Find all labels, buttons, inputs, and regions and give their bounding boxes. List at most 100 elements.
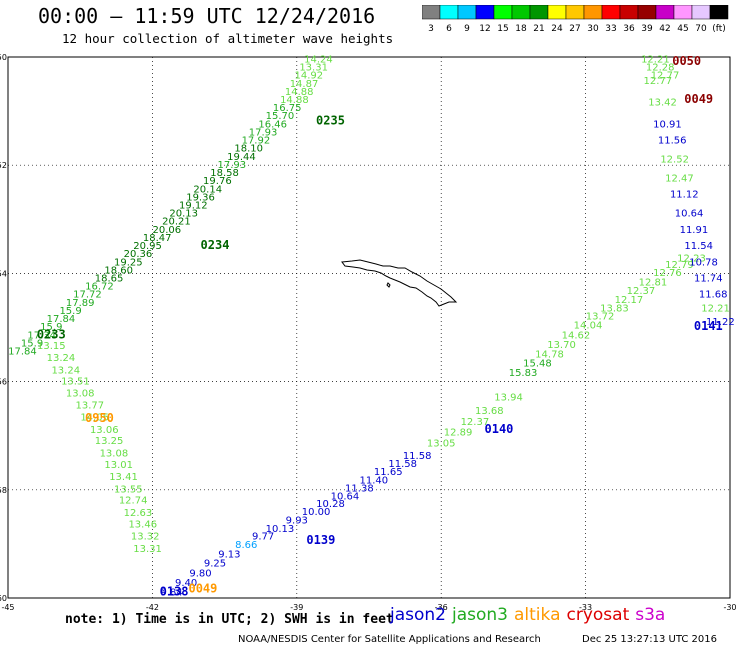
pass-time-label: 0138 bbox=[160, 584, 189, 598]
wave-height-value: 14.05 bbox=[80, 413, 109, 424]
color-scale-label: 3 bbox=[428, 24, 434, 34]
wave-height-value: 11.56 bbox=[658, 136, 687, 147]
legend-entry-cryosat: cryosat bbox=[566, 605, 630, 625]
wave-height-value: 12.74 bbox=[119, 495, 148, 506]
x-tick-label: -36 bbox=[435, 603, 448, 612]
color-scale-label: (ft) bbox=[712, 24, 726, 34]
pass-time-label: 0233 bbox=[37, 327, 66, 341]
wave-height-value: 12.63 bbox=[124, 508, 153, 519]
chart-subtitle: 12 hour collection of altimeter wave hei… bbox=[62, 31, 394, 46]
color-scale-label: 12 bbox=[479, 24, 490, 34]
wave-height-value: 17.84 bbox=[8, 347, 37, 358]
wave-height-value: 11.58 bbox=[403, 451, 432, 462]
wave-height-value: 13.42 bbox=[648, 98, 677, 109]
color-scale-label: 45 bbox=[677, 24, 688, 34]
color-scale-label: 27 bbox=[569, 24, 580, 34]
wave-height-value: 12.52 bbox=[660, 154, 689, 165]
wave-height-value: 13.32 bbox=[131, 532, 160, 543]
pass-time-label: 0049 bbox=[684, 92, 713, 106]
wave-height-value: 13.41 bbox=[109, 472, 138, 483]
y-tick-label: -56 bbox=[0, 378, 7, 387]
wave-height-value: 15.9 bbox=[40, 322, 62, 333]
wave-height-value: 19.12 bbox=[179, 200, 208, 211]
y-tick-label: -54 bbox=[0, 269, 7, 278]
wave-height-value: 17.93 bbox=[249, 127, 278, 138]
wave-height-value: 12.77 bbox=[651, 71, 680, 82]
wave-height-value: 13.01 bbox=[104, 460, 133, 471]
color-scale-label: 21 bbox=[533, 24, 544, 34]
wave-height-value: 10.00 bbox=[302, 507, 331, 518]
wave-height-value: 9.77 bbox=[252, 532, 274, 543]
color-scale-bar: 3 6 9 12 15 18 21 24 27 30 33 36 39 42 45 70 (ft) bbox=[422, 5, 729, 34]
footnote: note: 1) Time is in UTC; 2) SWH is in fe… bbox=[65, 612, 394, 627]
color-scale-label: 6 bbox=[446, 24, 452, 34]
wave-height-value: 17.92 bbox=[242, 136, 271, 147]
color-scale-label: 18 bbox=[515, 24, 527, 34]
wave-height-value: 9.13 bbox=[218, 549, 240, 560]
color-scale-label: 15 bbox=[497, 24, 508, 34]
color-scale-label: 30 bbox=[587, 24, 599, 34]
wave-height-value: 17.89 bbox=[66, 298, 95, 309]
wave-height-value: 13.72 bbox=[586, 311, 615, 322]
wave-height-value: 13.24 bbox=[47, 353, 76, 364]
wave-height-value: 12.28 bbox=[646, 63, 675, 74]
wave-height-value: 15.48 bbox=[523, 358, 552, 369]
wave-height-value: 13.70 bbox=[547, 340, 576, 351]
altimeter-map: -45 -42 -39 -36 -33 -30 -50 -52 -54 -56 -58 -60 14.… bbox=[0, 53, 737, 612]
wave-height-value: 12.77 bbox=[643, 76, 672, 87]
wave-height-value: 14.04 bbox=[574, 321, 603, 332]
wave-height-value: 13.08 bbox=[100, 448, 129, 459]
wave-height-value: 12.76 bbox=[653, 268, 682, 279]
legend-entry-jason2: jason2 bbox=[390, 605, 446, 625]
color-scale-label: 36 bbox=[623, 24, 635, 34]
wave-height-tracks: 14.2413.3114.9214.8714.8814.8816.7515.70… bbox=[8, 54, 735, 598]
wave-height-value: 11.40 bbox=[359, 475, 388, 486]
wave-height-value: 11.68 bbox=[699, 290, 728, 301]
pass-time-label: 0139 bbox=[306, 533, 335, 547]
wave-height-value: 13.05 bbox=[427, 439, 456, 450]
wave-height-value: 12.37 bbox=[627, 286, 656, 297]
wave-height-value: 20.06 bbox=[153, 225, 182, 236]
legend-entry-altika: altika bbox=[514, 605, 561, 625]
wave-height-value: 18.60 bbox=[104, 265, 133, 276]
wave-height-value: 18.65 bbox=[95, 274, 124, 285]
wave-height-value: 12.89 bbox=[444, 428, 473, 439]
wave-height-value: 14.78 bbox=[535, 349, 564, 360]
pass-time-label: 0141 bbox=[694, 319, 723, 333]
x-tick-label: -42 bbox=[146, 603, 159, 612]
wave-height-value: 19.44 bbox=[227, 152, 256, 163]
wave-height-value: 13.46 bbox=[128, 520, 157, 531]
legend-entry-jason3: jason3 bbox=[452, 605, 508, 625]
wave-height-value: 12.21 bbox=[701, 303, 730, 314]
generation-timestamp: Dec 25 13:27:13 UTC 2016 bbox=[582, 634, 717, 645]
wave-height-value: 14.87 bbox=[290, 79, 319, 90]
color-scale-label: 24 bbox=[551, 24, 563, 34]
wave-height-value: 10.78 bbox=[689, 257, 718, 268]
wave-height-value: 14.62 bbox=[562, 330, 591, 341]
wave-height-value: 17.34 bbox=[27, 330, 56, 341]
wave-height-value: 14.88 bbox=[285, 87, 314, 98]
wave-height-value: 13.15 bbox=[37, 341, 66, 352]
wave-height-value: 12.47 bbox=[665, 173, 694, 184]
wave-height-value: 12.81 bbox=[639, 277, 668, 288]
wave-height-value: 16.46 bbox=[258, 119, 287, 130]
wave-height-value: 13.77 bbox=[76, 401, 105, 412]
wave-height-value: 14.24 bbox=[304, 54, 333, 65]
wave-height-value: 15.70 bbox=[266, 111, 295, 122]
wave-height-value: 13.08 bbox=[66, 389, 95, 400]
wave-height-value: 10.28 bbox=[316, 499, 345, 510]
wave-height-value: 12.37 bbox=[461, 417, 490, 428]
color-scale-label: 42 bbox=[659, 24, 670, 34]
wave-height-value: 13.06 bbox=[90, 425, 119, 436]
wave-height-value: 20.36 bbox=[124, 249, 153, 260]
wave-height-value: 11.65 bbox=[374, 467, 403, 478]
wave-height-value: 12.79 bbox=[665, 260, 694, 271]
wave-height-value: 14.88 bbox=[280, 95, 309, 106]
pass-time-labels: 0235 0234 0233 0950 0050 0049 0141 0140 0139 0138… bbox=[37, 54, 723, 598]
wave-height-value: 15.9 bbox=[21, 338, 43, 349]
wave-height-value: 11.22 bbox=[706, 317, 735, 328]
wave-height-value: 13.83 bbox=[600, 303, 629, 314]
x-tick-label: -30 bbox=[723, 603, 736, 612]
wave-height-value: 11.58 bbox=[388, 459, 417, 470]
wave-height-value: 18.47 bbox=[143, 233, 172, 244]
